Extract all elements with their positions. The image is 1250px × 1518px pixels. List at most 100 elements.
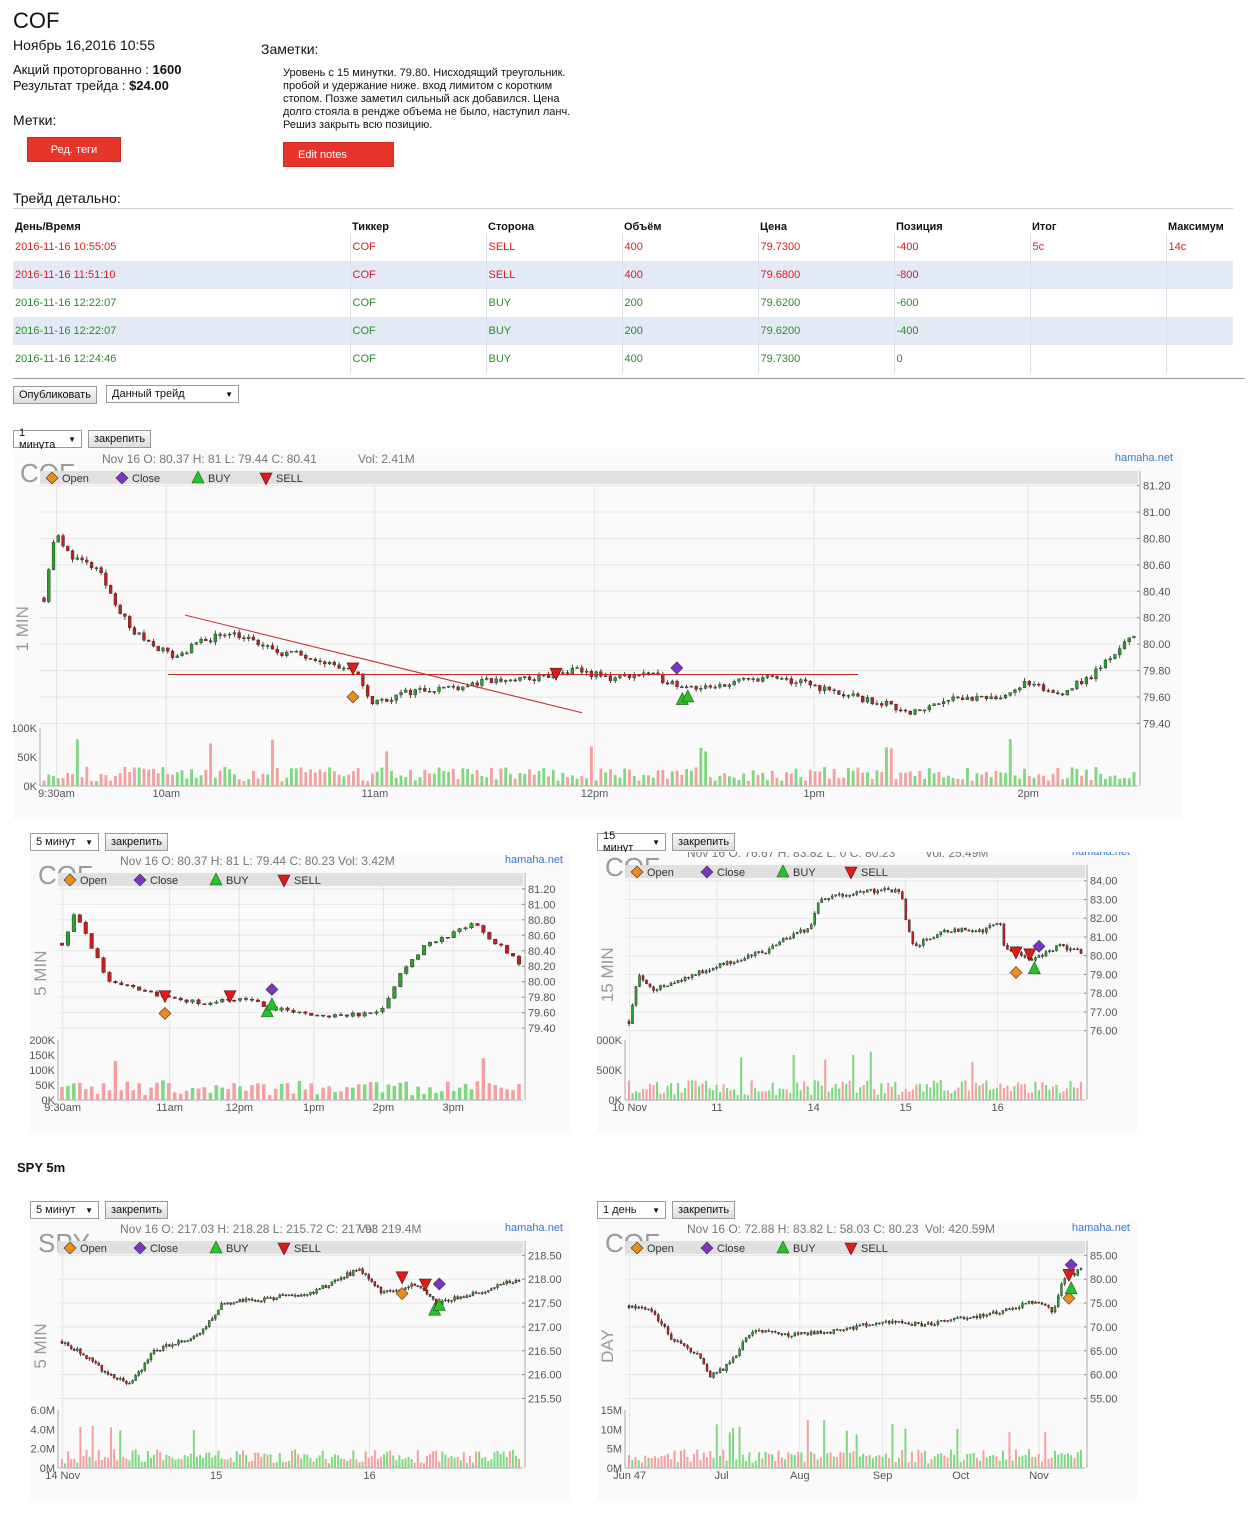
- interval-select[interactable]: 5 минут ▼: [30, 833, 99, 851]
- candle: [189, 1337, 193, 1342]
- candle: [1044, 949, 1048, 957]
- candle: [858, 889, 862, 893]
- edit-tags-button[interactable]: Ред. теги: [27, 137, 121, 162]
- volume-bar: [451, 768, 455, 786]
- x-tick-label: Nov: [1029, 1470, 1049, 1482]
- candle: [312, 1291, 315, 1295]
- volume-bar: [750, 1080, 753, 1100]
- volume-bar: [799, 1090, 802, 1100]
- ohlc-readout: Nov 16 O: 217.03 H: 218.28 L: 215.72 C: …: [120, 1222, 379, 1236]
- volume-bar: [719, 1455, 722, 1468]
- volume-bar: [901, 1450, 904, 1468]
- volume-bar: [784, 1459, 787, 1468]
- candle: [718, 1366, 722, 1374]
- volume-bar: [1016, 1082, 1019, 1100]
- volume-bar: [946, 1090, 949, 1100]
- candle: [333, 1278, 337, 1285]
- volume-bar: [82, 1455, 85, 1468]
- trade-scope-value: Данный трейд: [112, 388, 185, 400]
- volume-bar: [1094, 767, 1098, 786]
- interval-select[interactable]: 5 минут ▼: [30, 1201, 99, 1219]
- candle: [775, 675, 779, 680]
- candle: [943, 928, 946, 933]
- volume-bar: [330, 1457, 333, 1468]
- candle: [89, 561, 94, 571]
- notes-line: долго стояла в рендже объема не было, на…: [283, 106, 571, 118]
- section-divider: [13, 378, 1245, 379]
- interval-select[interactable]: 1 день ▼: [597, 1201, 666, 1219]
- candle: [456, 1295, 459, 1300]
- volume-tick-label: 100K: [13, 723, 38, 735]
- candle: [918, 709, 922, 712]
- volume-bar: [275, 1461, 278, 1468]
- candle: [284, 1294, 288, 1297]
- brand-link[interactable]: hamaha.net: [1115, 452, 1173, 464]
- volume-bar: [358, 1462, 361, 1468]
- candle: [356, 1012, 361, 1018]
- volume-bar: [660, 1455, 663, 1468]
- volume-bar: [125, 1081, 130, 1100]
- brand-link[interactable]: hamaha.net: [505, 854, 563, 866]
- candle: [832, 688, 836, 695]
- volume-bar: [917, 1449, 920, 1468]
- candle: [413, 688, 417, 698]
- sell-legend-icon: [277, 1242, 291, 1256]
- candle: [318, 1288, 321, 1291]
- publish-button[interactable]: Опубликовать: [13, 386, 97, 404]
- volume-bar: [445, 1081, 450, 1100]
- candle: [247, 1298, 251, 1302]
- candle: [837, 689, 841, 696]
- edit-notes-button[interactable]: Edit notes: [283, 142, 394, 167]
- candle: [735, 1355, 738, 1359]
- pin-chart-button[interactable]: закрепить: [672, 1201, 736, 1219]
- volume-bar: [985, 1080, 988, 1100]
- candle: [235, 1301, 239, 1304]
- candle: [708, 684, 713, 689]
- volume-bar: [647, 775, 650, 786]
- volume-bar: [238, 1454, 241, 1468]
- interval-select[interactable]: 15 минут ▼: [597, 830, 666, 854]
- candle: [961, 695, 965, 701]
- volume-bar: [469, 1089, 474, 1100]
- volume-bar: [1027, 1449, 1030, 1468]
- volume-bar: [689, 770, 693, 786]
- x-tick-label: 14 Nov: [45, 1470, 80, 1482]
- brand-link[interactable]: hamaha.net: [505, 1222, 563, 1234]
- candle: [447, 1298, 450, 1303]
- interval-select[interactable]: 1 минута ▼: [13, 427, 82, 451]
- volume-bar: [1006, 1085, 1009, 1100]
- volume-bar: [133, 767, 136, 786]
- volume-bar: [152, 768, 155, 786]
- table-cell: 200: [621, 316, 758, 345]
- volume-bar: [195, 1456, 198, 1468]
- y-tick-label: 80.00: [1090, 1274, 1118, 1286]
- candle: [327, 1284, 331, 1289]
- volume-bar: [137, 1083, 141, 1100]
- candle: [242, 635, 246, 642]
- volume-bar: [315, 1458, 318, 1468]
- candle: [842, 1329, 845, 1332]
- volume-bar: [1132, 772, 1136, 786]
- candle: [608, 672, 613, 683]
- pin-chart-button[interactable]: закрепить: [105, 1201, 169, 1219]
- volume-bar: [457, 1087, 462, 1100]
- volume-bar: [813, 1453, 816, 1468]
- candle: [119, 980, 124, 986]
- volume-bar: [829, 1452, 832, 1468]
- pin-chart-button[interactable]: закрепить: [672, 833, 736, 851]
- brand-link[interactable]: hamaha.net: [1072, 1222, 1130, 1234]
- trade-scope-select[interactable]: Данный трейд ▼: [106, 385, 239, 403]
- volume-bar: [946, 1457, 949, 1468]
- volume-bar: [641, 1462, 644, 1468]
- volume-bar: [975, 1457, 978, 1468]
- pin-chart-button[interactable]: закрепить: [88, 430, 152, 448]
- volume-bar: [428, 773, 431, 786]
- volume-bar: [832, 1456, 835, 1468]
- trend-line: [184, 614, 583, 714]
- candle: [131, 983, 136, 989]
- volume-bar: [1070, 767, 1074, 786]
- brand-link[interactable]: hamaha.net: [1072, 852, 1130, 858]
- candle: [480, 1291, 484, 1295]
- pin-chart-button[interactable]: закрепить: [105, 833, 169, 851]
- volume-bar: [321, 1450, 324, 1468]
